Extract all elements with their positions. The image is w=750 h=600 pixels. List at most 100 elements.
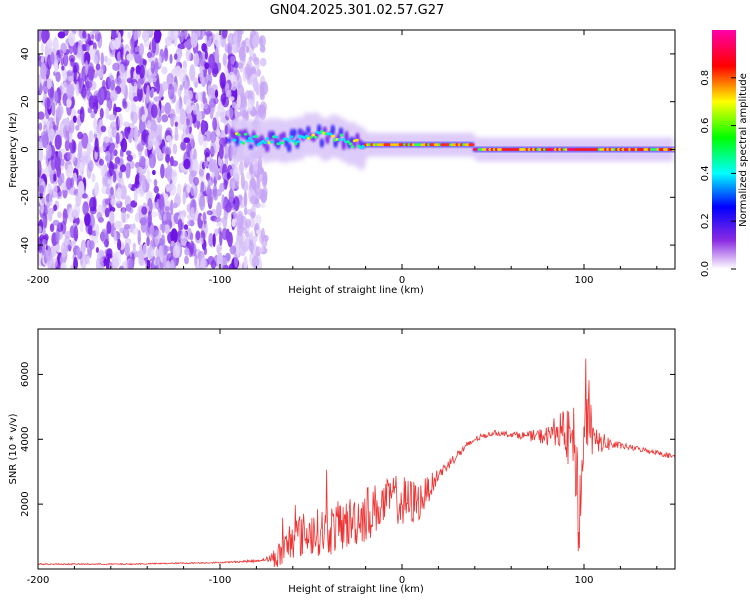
noise-blob [153, 185, 159, 194]
signal-peak-dot [296, 140, 300, 144]
signal-core-blob [319, 138, 325, 148]
noise-blob [38, 54, 41, 61]
noise-blob [43, 154, 48, 161]
signal-halo [229, 111, 674, 171]
noise-blob [48, 128, 55, 141]
noise-blob [64, 139, 70, 152]
noise-blob [155, 30, 162, 39]
noise-blob [228, 96, 235, 102]
noise-blob [165, 135, 172, 142]
noise-blob [218, 137, 227, 148]
snr-panel: -200 -100 0 100 2000 4000 6000 Height of stra… [8, 328, 676, 595]
noise-blob [106, 221, 112, 235]
noise-blob [154, 229, 160, 247]
noise-blob [52, 37, 59, 53]
noise-blob [145, 158, 150, 168]
colorbar-tick-label: 0.0 [700, 261, 711, 277]
noise-blob [241, 245, 249, 253]
noise-blob [110, 121, 117, 130]
signal-peak-dot [350, 145, 355, 149]
noise-blob [216, 246, 221, 254]
noise-blob [143, 69, 151, 84]
noise-blob [160, 105, 165, 114]
noise-blob [236, 210, 244, 226]
noise-blob [189, 64, 196, 82]
signal-core-blob [330, 124, 335, 136]
noise-blob [192, 105, 198, 115]
noise-blob [169, 259, 175, 269]
noise-blob [190, 170, 197, 178]
noise-blob [208, 53, 215, 69]
noise-blob [117, 113, 123, 129]
noise-blob [204, 50, 208, 60]
noise-blob [216, 129, 221, 138]
noise-blob [52, 182, 58, 199]
noise-blob [60, 242, 67, 258]
noise-blob [254, 159, 258, 176]
noise-blob [169, 108, 176, 123]
noise-blob [40, 200, 45, 214]
noise-blob [141, 114, 147, 122]
noise-blob [204, 62, 210, 70]
noise-blob [119, 63, 125, 77]
noise-blob [102, 79, 106, 89]
noise-blob [129, 128, 135, 139]
x-tick-label: -200 [27, 575, 50, 586]
noise-blob [65, 168, 73, 178]
noise-blob [204, 147, 211, 158]
noise-blob [222, 264, 229, 269]
noise-blob [41, 30, 49, 44]
signal-core-blob [287, 143, 292, 153]
noise-blob [165, 154, 171, 163]
spectrogram-noise-region [38, 30, 269, 269]
noise-blob [219, 231, 223, 246]
noise-blob [119, 265, 124, 269]
signal-peak-dot [237, 133, 241, 137]
signal-peak-dot [280, 141, 285, 145]
noise-blob [95, 247, 99, 253]
noise-blob [38, 160, 42, 178]
noise-blob [193, 176, 200, 186]
noise-blob [214, 89, 219, 98]
noise-blob [135, 212, 139, 223]
noise-blob [173, 53, 178, 60]
noise-blob [222, 52, 228, 67]
noise-blob [262, 171, 268, 186]
noise-blob [57, 211, 62, 219]
noise-blob [238, 30, 244, 35]
noise-blob [194, 254, 198, 267]
noise-blob [213, 183, 217, 198]
noise-blob [207, 87, 215, 96]
noise-blob [161, 114, 169, 123]
noise-blob [214, 47, 219, 64]
noise-blob [180, 230, 188, 247]
noise-blob [226, 171, 231, 180]
noise-blob [116, 187, 122, 200]
noise-blob [38, 147, 44, 163]
noise-blob [45, 250, 53, 261]
noise-blob [146, 236, 150, 247]
x-tick-label: 0 [399, 575, 405, 586]
noise-blob [114, 156, 121, 165]
noise-blob [70, 151, 76, 163]
noise-blob [69, 240, 76, 247]
noise-blob [256, 68, 262, 77]
noise-blob [114, 220, 122, 230]
noise-blob [122, 121, 130, 127]
snr-x-label: Height of straight line (km) [288, 584, 424, 595]
noise-blob [78, 166, 84, 173]
noise-blob [163, 244, 168, 256]
signal-peak-dot [269, 140, 274, 144]
noise-blob [52, 219, 60, 226]
noise-blob [153, 139, 160, 148]
noise-blob [145, 30, 154, 35]
signal-peak-dot [254, 135, 259, 138]
noise-blob [177, 43, 185, 50]
noise-blob [104, 238, 109, 248]
noise-blob [136, 166, 143, 174]
noise-blob [47, 38, 53, 49]
noise-blob [234, 104, 238, 118]
noise-blob [200, 181, 205, 193]
signal-peak-dot [346, 140, 350, 144]
